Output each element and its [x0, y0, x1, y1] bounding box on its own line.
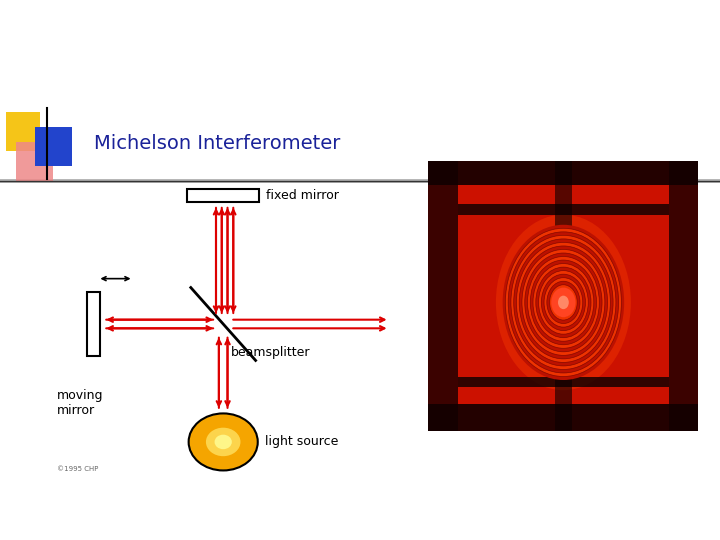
Ellipse shape: [539, 271, 588, 334]
Ellipse shape: [533, 264, 594, 341]
Text: fixed mirror: fixed mirror: [266, 189, 339, 202]
Text: Michelson Interferometer: Michelson Interferometer: [94, 133, 340, 153]
Ellipse shape: [546, 281, 580, 323]
Ellipse shape: [558, 296, 569, 309]
Bar: [6, 112, 40, 151]
Ellipse shape: [513, 239, 613, 366]
Ellipse shape: [541, 274, 585, 330]
Bar: [458, 377, 669, 388]
Ellipse shape: [519, 246, 608, 359]
Ellipse shape: [528, 256, 599, 348]
Bar: [187, 188, 259, 202]
Ellipse shape: [555, 292, 572, 313]
Bar: [0, 179, 720, 183]
Text: ©1995 CHP: ©1995 CHP: [57, 466, 98, 472]
Ellipse shape: [508, 232, 618, 373]
Ellipse shape: [516, 242, 611, 362]
Ellipse shape: [215, 435, 232, 449]
Ellipse shape: [496, 214, 631, 390]
Bar: [428, 404, 698, 431]
Bar: [555, 160, 572, 431]
Ellipse shape: [206, 428, 240, 456]
Ellipse shape: [549, 285, 577, 320]
Ellipse shape: [503, 225, 624, 380]
Bar: [428, 160, 458, 431]
Ellipse shape: [522, 249, 605, 355]
Bar: [669, 160, 698, 431]
Ellipse shape: [552, 288, 575, 316]
Ellipse shape: [544, 278, 582, 327]
Ellipse shape: [530, 260, 597, 345]
Bar: [16, 142, 53, 181]
Bar: [428, 161, 698, 185]
Text: beamsplitter: beamsplitter: [230, 346, 310, 359]
Ellipse shape: [552, 287, 575, 317]
Ellipse shape: [525, 253, 602, 352]
Ellipse shape: [558, 295, 569, 309]
Ellipse shape: [561, 299, 566, 306]
Ellipse shape: [505, 228, 621, 376]
Bar: [35, 127, 72, 166]
Text: light source: light source: [265, 435, 338, 448]
Ellipse shape: [511, 235, 616, 369]
Ellipse shape: [536, 267, 591, 338]
Text: moving
mirror: moving mirror: [57, 389, 104, 417]
Bar: [458, 204, 669, 214]
Bar: [87, 292, 100, 356]
Ellipse shape: [189, 414, 258, 470]
